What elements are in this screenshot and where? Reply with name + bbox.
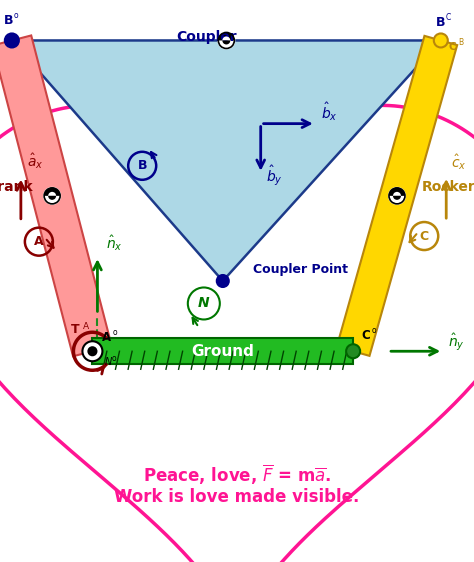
Wedge shape <box>48 192 56 196</box>
Circle shape <box>48 192 56 200</box>
Wedge shape <box>389 196 405 204</box>
Wedge shape <box>219 33 234 40</box>
Circle shape <box>219 33 234 48</box>
Text: Coupler Point: Coupler Point <box>253 263 348 276</box>
Text: C: C <box>446 13 451 22</box>
Circle shape <box>346 345 360 358</box>
Text: Work is love made visible.: Work is love made visible. <box>114 488 360 506</box>
Text: Ground: Ground <box>191 344 254 359</box>
Wedge shape <box>222 40 230 44</box>
Circle shape <box>89 347 96 355</box>
Text: B: B <box>436 16 445 29</box>
Text: o: o <box>14 11 18 20</box>
Circle shape <box>434 34 448 47</box>
Text: A: A <box>82 322 89 331</box>
Bar <box>337 36 457 356</box>
Text: A: A <box>102 331 111 345</box>
Wedge shape <box>393 196 401 200</box>
Circle shape <box>82 341 102 361</box>
Text: N: N <box>198 297 210 310</box>
Text: o: o <box>111 354 116 363</box>
Bar <box>92 338 353 364</box>
Wedge shape <box>389 188 405 196</box>
Wedge shape <box>219 40 234 48</box>
Text: $\hat{n}_x$: $\hat{n}_x$ <box>107 233 123 253</box>
Text: o: o <box>371 327 376 336</box>
Text: Coupler: Coupler <box>176 30 237 44</box>
Text: B: B <box>137 159 147 173</box>
Circle shape <box>217 275 229 287</box>
Text: $\hat{c}_x$: $\hat{c}_x$ <box>451 153 467 173</box>
Bar <box>0 35 112 356</box>
Wedge shape <box>393 192 401 196</box>
Circle shape <box>44 188 60 204</box>
Text: T: T <box>71 323 79 336</box>
Text: Rocker: Rocker <box>422 180 474 194</box>
Text: o: o <box>112 328 117 337</box>
Wedge shape <box>44 196 60 204</box>
Text: N: N <box>104 357 112 367</box>
Circle shape <box>392 192 401 200</box>
Text: B: B <box>458 38 463 47</box>
Text: $\hat{a}_x$: $\hat{a}_x$ <box>27 151 43 171</box>
Text: $\hat{b}_y$: $\hat{b}_y$ <box>266 164 283 188</box>
Text: $\hat{n}_y$: $\hat{n}_y$ <box>448 331 465 352</box>
Text: Peace, love, $\overline{F}$ = m$\overline{a}$.: Peace, love, $\overline{F}$ = m$\overlin… <box>143 463 331 487</box>
Polygon shape <box>12 40 441 281</box>
Text: Crank: Crank <box>0 180 33 194</box>
Text: B: B <box>4 15 13 28</box>
Circle shape <box>389 188 405 204</box>
Circle shape <box>222 36 231 45</box>
Text: C: C <box>361 329 370 342</box>
Circle shape <box>5 34 19 47</box>
Wedge shape <box>48 196 56 200</box>
Text: A: A <box>34 235 44 248</box>
Text: C: C <box>419 229 429 243</box>
Wedge shape <box>222 37 230 40</box>
Text: C: C <box>449 43 456 52</box>
Text: $\hat{b}_x$: $\hat{b}_x$ <box>321 101 337 123</box>
Wedge shape <box>44 188 60 196</box>
